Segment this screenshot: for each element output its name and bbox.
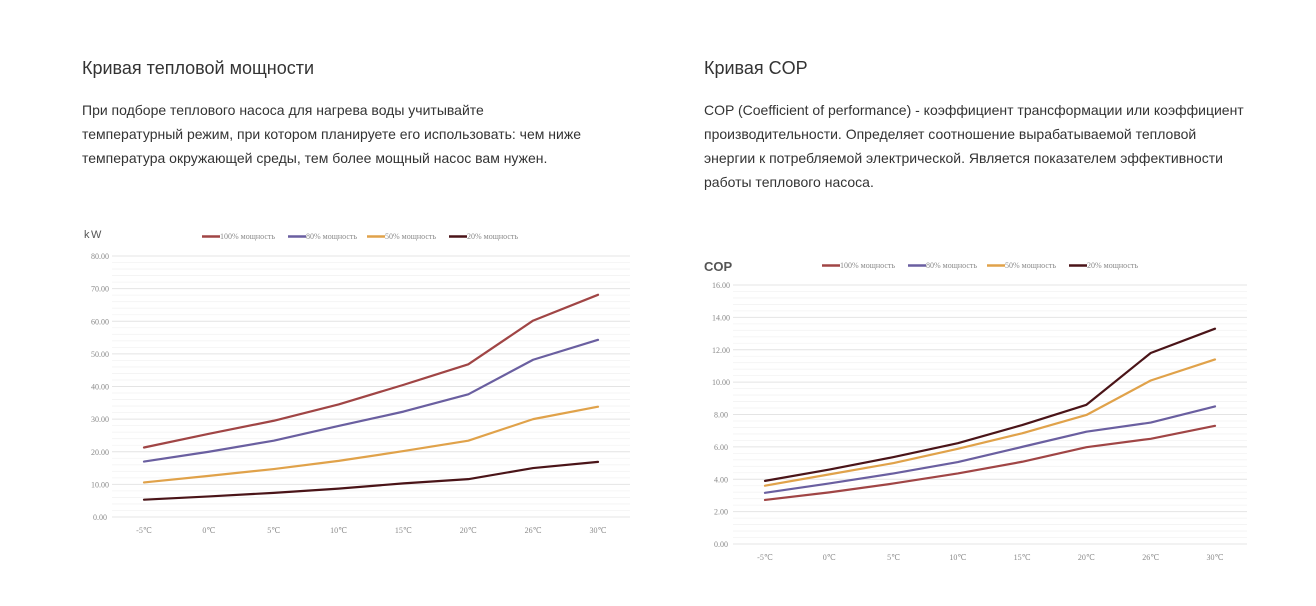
x-tick-label: 0℃ — [202, 526, 215, 535]
x-tick-label: 5℃ — [887, 553, 900, 562]
legend-item: 100% мощность — [822, 261, 895, 270]
section-title: Кривая COP — [704, 58, 808, 78]
x-tick-label: 20℃ — [460, 526, 477, 535]
legend-item: 100% мощность — [202, 232, 275, 241]
legend-item: 50% мощность — [987, 261, 1056, 270]
legend-label: 20% мощность — [1087, 261, 1138, 270]
y-tick-label: 80.00 — [91, 252, 109, 261]
y-tick-label: 12.00 — [712, 346, 730, 355]
series-line — [142, 460, 600, 501]
y-tick-label: 4.00 — [714, 475, 728, 484]
series-line — [763, 358, 1217, 487]
x-tick-label: -5℃ — [757, 553, 773, 562]
x-tick-label: 15℃ — [395, 526, 412, 535]
x-tick-label: 26℃ — [525, 526, 542, 535]
y-tick-label: 60.00 — [91, 317, 109, 326]
legend-label: 80% мощность — [926, 261, 977, 270]
y-tick-label: 70.00 — [91, 285, 109, 294]
section-description: COP (Coefficient of performance) - коэфф… — [704, 102, 1244, 190]
y-tick-label: 16.00 — [712, 281, 730, 290]
legend-item: 20% мощность — [1069, 261, 1138, 270]
legend-item: 50% мощность — [367, 232, 436, 241]
y-tick-label: 50.00 — [91, 350, 109, 359]
series-line — [763, 327, 1217, 482]
x-tick-label: 20℃ — [1078, 553, 1095, 562]
y-tick-label: 2.00 — [714, 508, 728, 517]
x-tick-label: -5℃ — [136, 526, 152, 535]
y-tick-label: 0.00 — [93, 513, 107, 522]
x-tick-label: 10℃ — [949, 553, 966, 562]
y-tick-label: 10.00 — [91, 480, 109, 489]
x-tick-label: 10℃ — [330, 526, 347, 535]
y-tick-label: 8.00 — [714, 411, 728, 420]
legend-label: 80% мощность — [306, 232, 357, 241]
legend-label: 100% мощность — [220, 232, 275, 241]
series-line — [142, 338, 600, 463]
y-axis-label: COP — [704, 259, 733, 274]
legend-label: 100% мощность — [840, 261, 895, 270]
y-tick-label: 6.00 — [714, 443, 728, 452]
y-tick-label: 20.00 — [91, 448, 109, 457]
y-axis-label: kW — [84, 229, 103, 241]
y-tick-label: 14.00 — [712, 313, 730, 322]
legend-label: 20% мощность — [467, 232, 518, 241]
legend-label: 50% мощность — [1005, 261, 1056, 270]
series-line — [763, 424, 1217, 502]
legend-item: 20% мощность — [449, 232, 518, 241]
section-description: При подборе теплового насоса для нагрева… — [82, 102, 581, 166]
x-tick-label: 5℃ — [267, 526, 280, 535]
series-line — [763, 405, 1217, 494]
x-tick-label: 30℃ — [1207, 553, 1224, 562]
series-line — [142, 293, 600, 449]
series-line — [142, 405, 600, 484]
y-tick-label: 40.00 — [91, 383, 109, 392]
y-tick-label: 0.00 — [714, 540, 728, 549]
y-tick-label: 30.00 — [91, 415, 109, 424]
y-tick-label: 10.00 — [712, 378, 730, 387]
x-tick-label: 26℃ — [1142, 553, 1159, 562]
x-tick-label: 0℃ — [823, 553, 836, 562]
legend-label: 50% мощность — [385, 232, 436, 241]
legend-item: 80% мощность — [288, 232, 357, 241]
x-tick-label: 15℃ — [1014, 553, 1031, 562]
gridlines — [733, 284, 1247, 545]
legend-item: 80% мощность — [908, 261, 977, 270]
section-title: Кривая тепловой мощности — [82, 58, 315, 78]
x-tick-label: 30℃ — [590, 526, 607, 535]
